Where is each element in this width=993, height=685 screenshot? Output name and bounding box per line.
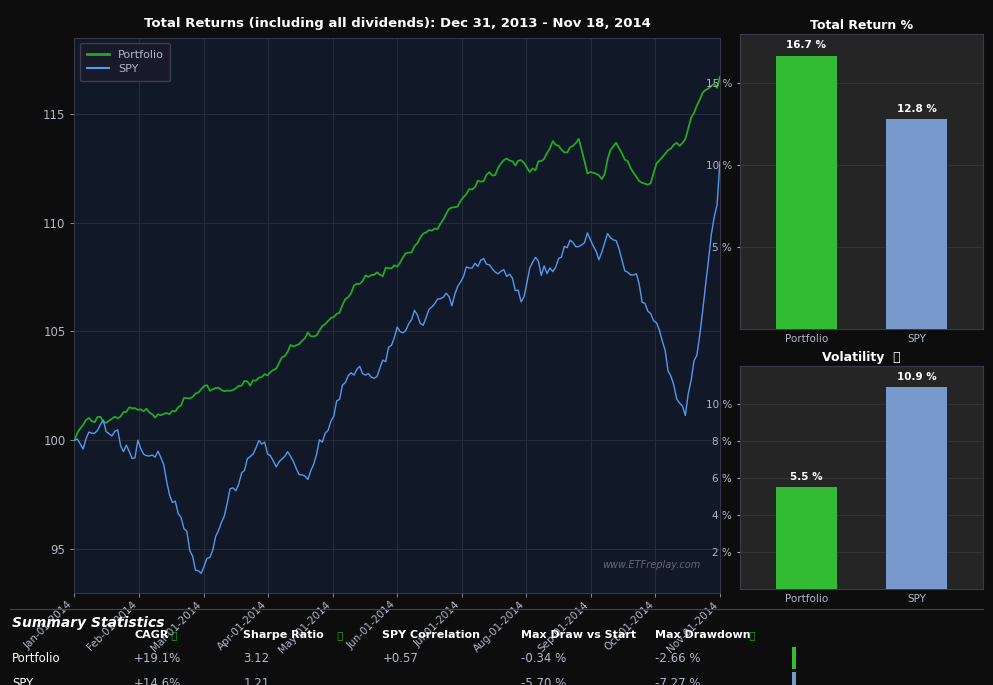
Text: Total Returns (including all dividends): Dec 31, 2013 - Nov 18, 2014: Total Returns (including all dividends):… [144,17,650,30]
Text: 10.9 %: 10.9 % [897,372,936,382]
Text: 12.8 %: 12.8 % [897,103,936,114]
Text: 1.21: 1.21 [243,677,269,685]
Text: CAGR: CAGR [134,630,169,640]
Legend: Portfolio, SPY: Portfolio, SPY [80,43,171,81]
Text: +0.57: +0.57 [382,652,418,665]
Text: -5.70 %: -5.70 % [521,677,567,685]
Bar [776,487,836,589]
Bar [887,387,947,589]
Bar [776,55,836,329]
Text: SPY: SPY [12,677,33,685]
Text: 5.5 %: 5.5 % [789,473,822,482]
Text: -0.34 %: -0.34 % [521,652,567,665]
Title: Total Return %: Total Return % [810,18,913,32]
Title: Volatility  ❓: Volatility ❓ [822,351,901,364]
Text: ❓: ❓ [746,630,756,640]
Text: Sharpe Ratio: Sharpe Ratio [243,630,324,640]
Text: 3.12: 3.12 [243,652,269,665]
Text: ❓: ❓ [334,630,344,640]
Text: +14.6%: +14.6% [134,677,182,685]
Text: ❓: ❓ [168,630,177,640]
Text: Max Drawdown: Max Drawdown [655,630,751,640]
Bar [887,119,947,329]
Bar [792,673,796,685]
Text: Max Draw vs Start: Max Draw vs Start [521,630,637,640]
Text: Summary Statistics: Summary Statistics [12,616,165,630]
Text: Portfolio: Portfolio [12,652,61,665]
Bar [792,647,796,669]
Text: 16.7 %: 16.7 % [786,40,826,50]
Text: SPY Correlation: SPY Correlation [382,630,481,640]
Text: -2.66 %: -2.66 % [655,652,701,665]
Text: -7.27 %: -7.27 % [655,677,701,685]
Text: www.ETFreplay.com: www.ETFreplay.com [603,560,700,571]
Text: +19.1%: +19.1% [134,652,182,665]
